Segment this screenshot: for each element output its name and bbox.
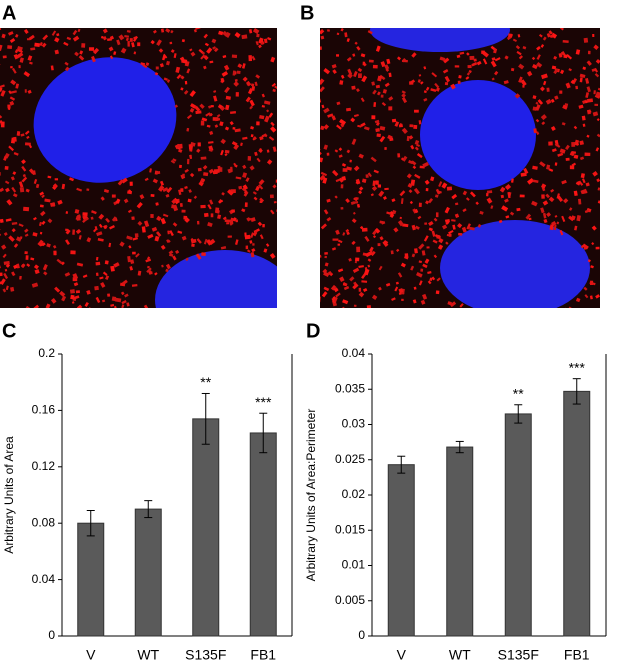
- x-tick-label: FB1: [250, 647, 276, 663]
- y-tick-label: 0.015: [335, 522, 365, 536]
- x-tick-label: V: [86, 647, 96, 663]
- panel-label: A: [2, 2, 16, 24]
- x-tick-label: V: [397, 647, 407, 663]
- y-tick-label: 0: [358, 628, 365, 642]
- bar: [192, 418, 220, 637]
- x-tick-label: WT: [137, 647, 159, 663]
- bar: [504, 413, 532, 637]
- y-tick-label: 0.04: [32, 572, 56, 586]
- error-bar: [514, 404, 523, 424]
- significance: **: [513, 385, 524, 401]
- bar: [249, 432, 277, 637]
- y-tick-label: 0.03: [342, 417, 366, 431]
- bar: [134, 508, 162, 637]
- x-tick-label: S135F: [185, 647, 226, 663]
- bar: [563, 390, 591, 637]
- bar: [77, 522, 105, 637]
- y-tick-label: 0.02: [342, 487, 366, 501]
- error-bar: [572, 378, 581, 405]
- error-bar: [201, 392, 210, 445]
- error-bar: [259, 412, 268, 454]
- error-bar: [144, 500, 153, 519]
- y-tick-label: 0.01: [342, 558, 366, 572]
- y-tick-label: 0.035: [335, 381, 365, 395]
- significance: **: [200, 374, 211, 390]
- y-tick-label: 0.12: [32, 459, 56, 473]
- micrograph-a: [0, 28, 277, 308]
- y-tick-label: 0.025: [335, 452, 365, 466]
- panel-label: B: [300, 2, 314, 24]
- bar: [387, 464, 415, 637]
- y-axis-label: Arbitrary Units of Area: [2, 436, 16, 554]
- panel-label: C: [2, 320, 16, 342]
- y-tick-label: 0.04: [342, 346, 366, 360]
- y-tick-label: 0.005: [335, 593, 365, 607]
- significance: ***: [255, 394, 272, 410]
- error-bar: [455, 440, 464, 454]
- y-tick-label: 0: [48, 628, 55, 642]
- x-tick-label: S135F: [498, 647, 539, 663]
- error-bar: [397, 455, 406, 474]
- micrograph-b: [320, 28, 600, 308]
- x-tick-label: FB1: [564, 647, 590, 663]
- bar: [446, 446, 474, 637]
- y-tick-label: 0.16: [32, 403, 56, 417]
- y-tick-label: 0.08: [32, 515, 56, 529]
- error-bar: [86, 510, 95, 537]
- panel-label: D: [306, 320, 320, 342]
- significance: ***: [569, 359, 586, 375]
- x-tick-label: WT: [449, 647, 471, 663]
- y-axis-label: Arbitrary Units of Area:Perimeter: [304, 409, 318, 582]
- y-tick-label: 0.2: [38, 346, 55, 360]
